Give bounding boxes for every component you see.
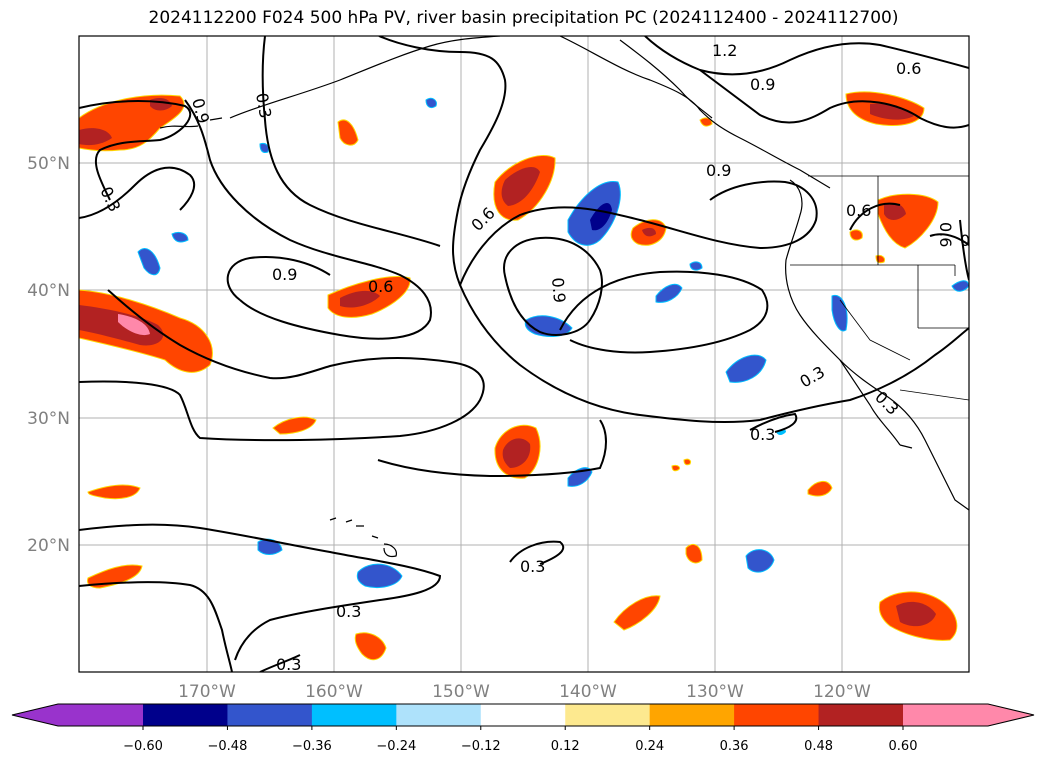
contour-label: 0.6 <box>936 222 955 247</box>
contour-label: 0.9 <box>272 265 297 284</box>
contour-label: 0.6 <box>467 203 498 234</box>
lon-label: 160°W <box>305 682 363 702</box>
lat-label: 20°N <box>27 536 70 556</box>
lon-label: 120°W <box>813 682 871 702</box>
lon-label: 140°W <box>559 682 617 702</box>
colorbar-tick-label: −0.36 <box>292 739 332 754</box>
colorbar-segment <box>649 704 735 726</box>
longitude-labels: 170°W 160°W 150°W 140°W 130°W 120°W <box>178 682 871 702</box>
colorbar-outline <box>11 703 1035 727</box>
colorbar-segment <box>143 704 228 726</box>
contour-label: 0.3 <box>336 602 361 621</box>
coastlines <box>159 36 969 558</box>
colorbar-segment <box>311 704 397 726</box>
contour-label: 0.9 <box>548 277 569 304</box>
colorbar: −0.60 −0.48 −0.36 −0.24 −0.12 0.12 0.24 0.36 0.4… <box>11 703 1035 754</box>
colorbar-tick-label: 0.24 <box>635 739 664 754</box>
pv-contours <box>79 36 969 672</box>
map-title: 2024112200 F024 500 hPa PV, river basin … <box>148 8 899 28</box>
colorbar-segment <box>565 704 651 726</box>
contour-label: 1.2 <box>712 41 737 60</box>
contour-label: 0.9 <box>750 75 775 94</box>
colorbar-tick-label: −0.48 <box>208 739 248 754</box>
colorbar-tick-label: 0.60 <box>889 739 918 754</box>
contour-label: 0.3 <box>797 362 829 391</box>
colorbar-tick-label: 0.36 <box>720 739 749 754</box>
contour-label: 0.9 <box>188 96 213 126</box>
contour-labels: 1.2 0.6 0.9 0.9 0.3 0.3 0.9 0.6 0.6 0.6 … <box>96 41 985 674</box>
colorbar-tick-label: 0.12 <box>551 739 580 754</box>
colorbar-segment <box>734 704 820 726</box>
colorbar-segment <box>818 704 904 726</box>
lat-label: 40°N <box>27 281 70 301</box>
latitude-labels: 50°N 40°N 30°N 20°N <box>27 154 70 556</box>
colorbar-tick-label: −0.60 <box>123 739 163 754</box>
lon-label: 170°W <box>178 682 236 702</box>
colorbar-tick-label: −0.12 <box>461 739 501 754</box>
lon-label: 130°W <box>686 682 744 702</box>
colorbar-segment <box>903 704 1034 726</box>
contour-label: 0.6 <box>368 277 393 296</box>
colorbar-tick-label: 0.48 <box>804 739 833 754</box>
colorbar-segment <box>227 704 313 726</box>
contour-label: 0.6 <box>846 201 871 220</box>
lon-label: 150°W <box>432 682 490 702</box>
contour-label: 0.6 <box>896 59 921 78</box>
contour-label: 0.3 <box>520 557 545 576</box>
colorbar-segment <box>396 704 482 726</box>
lat-label: 30°N <box>27 409 70 429</box>
contour-label: 0.3 <box>750 425 775 444</box>
contour-label: 0.9 <box>706 161 731 180</box>
precip-shading <box>79 91 969 661</box>
colorbar-segment <box>12 704 143 726</box>
colorbar-tick-label: −0.24 <box>376 739 416 754</box>
contour-label: 0.3 <box>960 231 985 250</box>
lat-label: 50°N <box>27 154 70 174</box>
contour-label: 0.3 <box>276 655 301 674</box>
borders <box>790 175 969 401</box>
plot-frame <box>78 35 970 673</box>
colorbar-segment <box>480 704 566 726</box>
contour-label: 0.3 <box>252 91 275 119</box>
